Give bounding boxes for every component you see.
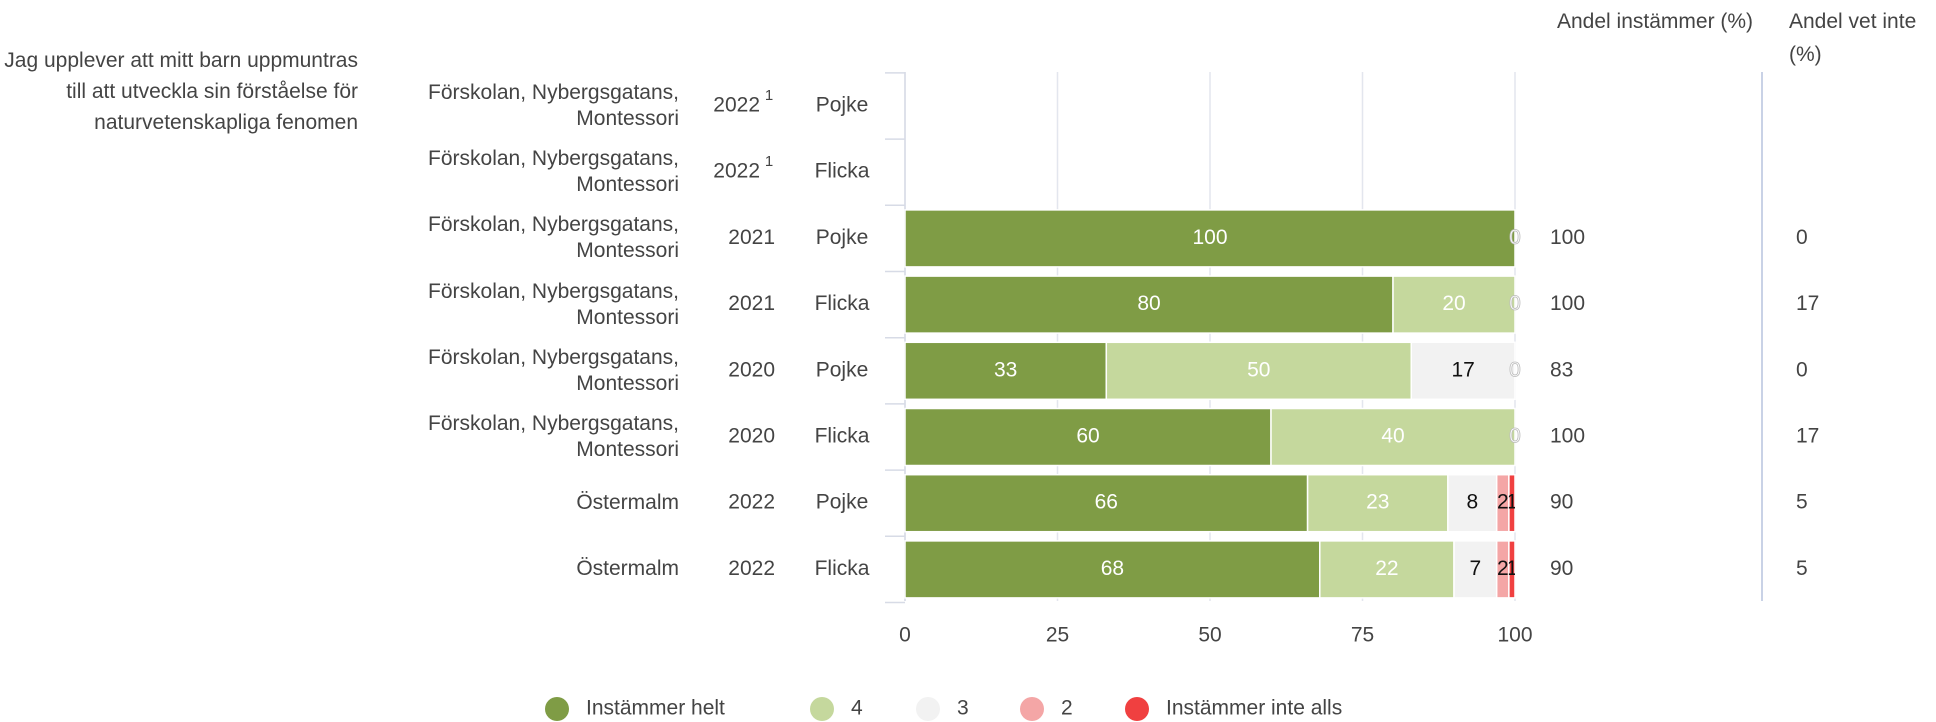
school-label: Östermalm <box>576 557 679 581</box>
bar-label: 17 <box>1451 358 1474 381</box>
year-label: 2021 <box>728 226 775 249</box>
bar-label: 0 <box>1509 425 1521 448</box>
bar-segment <box>1453 540 1498 599</box>
legend-label: 4 <box>851 697 863 720</box>
gender-label: Pojke <box>816 226 869 249</box>
gender-label: Flicka <box>815 292 870 315</box>
bar-label: 20 <box>1442 292 1465 315</box>
gender-label: Pojke <box>816 94 869 117</box>
bar-label: 1 <box>1506 557 1518 580</box>
x-tick-label: 25 <box>1046 624 1069 647</box>
bar-segment <box>1392 275 1516 334</box>
legend-swatch <box>1125 697 1149 721</box>
x-tick-label: 50 <box>1198 624 1221 647</box>
school-label: Förskolan, Nybergsgatans, Montessori <box>428 81 679 130</box>
year-note: 1 <box>765 87 773 104</box>
x-tick-label: 0 <box>899 624 911 647</box>
legend-label: 2 <box>1061 697 1073 720</box>
bar-label: 23 <box>1366 491 1389 514</box>
bar-label: 60 <box>1076 425 1099 448</box>
bar-segment <box>904 275 1394 334</box>
bar-label: 40 <box>1381 425 1404 448</box>
bar-segment <box>1508 473 1516 533</box>
bar-segment <box>904 407 1272 467</box>
school-label: Förskolan, Nybergsgatans, Montessori <box>428 412 679 461</box>
bar-label: 0 <box>1509 226 1521 249</box>
legend-swatch <box>810 697 834 721</box>
school-label: Förskolan, Nybergsgatans, Montessori <box>428 345 679 395</box>
agree-value: 100 <box>1550 425 1585 448</box>
dont-know-value: 5 <box>1796 491 1808 514</box>
agree-value: 100 <box>1550 226 1585 249</box>
bar-segment <box>1270 407 1516 467</box>
bar-label: 33 <box>994 358 1017 381</box>
year-note: 1 <box>765 153 773 170</box>
school-label: Förskolan, Nybergsgatans, Montessori <box>428 279 679 329</box>
bar-segment <box>904 209 1516 268</box>
gender-label: Pojke <box>816 358 869 381</box>
school-label: Förskolan, Nybergsgatans, Montessori <box>428 213 679 263</box>
bar-segment <box>1508 540 1516 599</box>
agree-value: 90 <box>1550 557 1573 580</box>
dont-know-value: 0 <box>1796 358 1808 381</box>
agree-header: Andel instämmer (%) <box>1557 10 1754 33</box>
bar-label: 2 <box>1497 557 1509 580</box>
bar-label: 66 <box>1095 491 1118 514</box>
year-label: 2020 <box>728 425 775 448</box>
bar-label: 80 <box>1137 292 1160 315</box>
legend-label: 3 <box>957 697 969 720</box>
dont-know-value: 5 <box>1796 557 1808 580</box>
x-tick-label: 100 <box>1497 624 1532 647</box>
year-label: 2022 <box>713 160 760 183</box>
bar-label: 8 <box>1466 491 1478 514</box>
bar-segment <box>904 341 1108 401</box>
bar-segment <box>1447 473 1498 533</box>
legend-swatch <box>1020 697 1044 721</box>
dont-know-value: 0 <box>1796 226 1808 249</box>
school-label: Östermalm <box>576 491 679 515</box>
bar-label: 100 <box>1192 226 1227 249</box>
legend-label: Instämmer inte alls <box>1166 697 1342 720</box>
bar-label: 68 <box>1101 557 1124 580</box>
gender-label: Flicka <box>815 557 870 580</box>
bar-label: 2 <box>1497 491 1509 514</box>
bar-label: 1 <box>1506 491 1518 514</box>
bar-label: 0 <box>1509 292 1521 315</box>
bar-label: 7 <box>1470 557 1482 580</box>
legend-swatch <box>545 697 569 721</box>
gender-label: Flicka <box>815 160 870 183</box>
gender-label: Flicka <box>815 425 870 448</box>
dont-know-value: 17 <box>1796 292 1819 315</box>
agree-value: 83 <box>1550 358 1573 381</box>
year-label: 2022 <box>728 557 775 580</box>
bar-label: 22 <box>1375 557 1398 580</box>
dont-know-value: 17 <box>1796 425 1819 448</box>
legend-swatch <box>916 697 940 721</box>
year-label: 2022 <box>728 491 775 514</box>
bar-segment <box>1306 473 1449 533</box>
bar-label: 50 <box>1247 358 1270 381</box>
bar-segment <box>1410 341 1516 401</box>
dont-know-header: Andel vet inte (%) <box>1789 10 1917 66</box>
school-label: Förskolan, Nybergsgatans, Montessori <box>428 147 679 197</box>
gender-label: Pojke <box>816 491 869 514</box>
bar-segment <box>904 540 1321 599</box>
year-label: 2021 <box>728 292 775 315</box>
bar-segment <box>1319 540 1455 599</box>
bar-label: 0 <box>1509 358 1521 381</box>
agree-value: 100 <box>1550 292 1585 315</box>
year-label: 2020 <box>728 358 775 381</box>
agree-value: 90 <box>1550 491 1573 514</box>
question: Jag upplever att mitt barn uppmuntras ti… <box>4 49 358 134</box>
legend-label: Instämmer helt <box>586 697 725 720</box>
year-label: 2022 <box>713 94 760 117</box>
x-tick-label: 75 <box>1351 624 1374 647</box>
